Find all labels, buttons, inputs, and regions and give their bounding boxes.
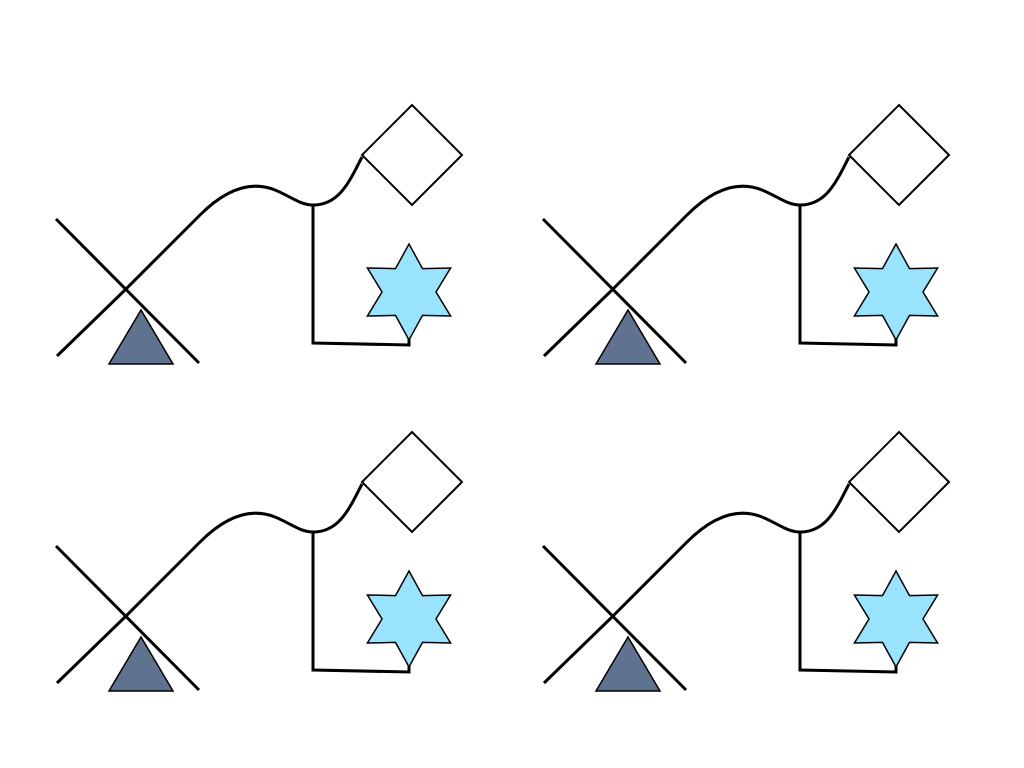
diagram-tile-3 [54, 430, 464, 692]
x-cross-line-a [541, 544, 688, 692]
x-cross-line-a [541, 217, 688, 365]
star [366, 569, 452, 669]
wavy-connector [123, 483, 364, 619]
x-cross-line-b [55, 288, 127, 358]
x-cross [54, 217, 201, 365]
x-cross-line-a [54, 544, 201, 692]
triangle [107, 635, 175, 692]
x-cross [54, 544, 201, 692]
triangle [594, 635, 662, 692]
star [853, 242, 939, 342]
diamond [847, 103, 951, 207]
triangle [107, 308, 175, 365]
diamond [360, 103, 464, 207]
x-cross [541, 544, 688, 692]
diagram-tile-2 [541, 103, 951, 365]
x-cross-line-b [542, 615, 614, 685]
x-cross-line-b [542, 288, 614, 358]
wavy-connector [123, 156, 364, 292]
triangle [594, 308, 662, 365]
star [366, 242, 452, 342]
diamond [360, 430, 464, 534]
x-cross-line-a [54, 217, 201, 365]
wavy-connector [610, 156, 851, 292]
star [853, 569, 939, 669]
x-cross [541, 217, 688, 365]
diagram-tile-1 [54, 103, 464, 365]
diamond [847, 430, 951, 534]
x-cross-line-b [55, 615, 127, 685]
diagram-tile-4 [541, 430, 951, 692]
wavy-connector [610, 483, 851, 619]
